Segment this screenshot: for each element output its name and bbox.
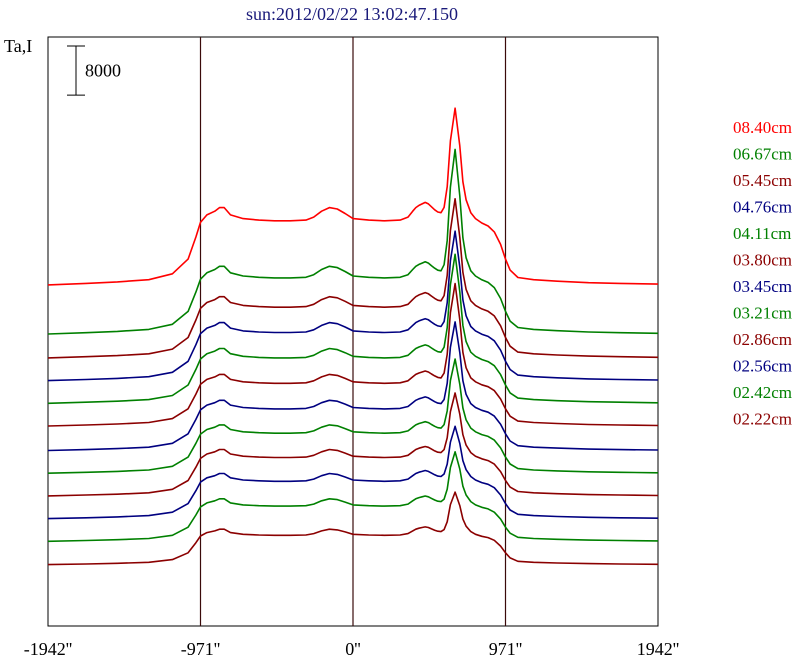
series-line-3 bbox=[47, 230, 659, 382]
x-axis-ticks: -1942'' -971'' 0'' 971'' 1942'' bbox=[24, 639, 679, 659]
legend-item-6: 03.45cm bbox=[733, 277, 792, 296]
scale-bar-label: 8000 bbox=[85, 61, 121, 81]
x-tick-label-3: 971'' bbox=[489, 639, 523, 659]
plot-area: 8000 bbox=[47, 36, 659, 627]
legend-item-5: 03.80cm bbox=[733, 251, 792, 270]
chart-title: sun:2012/02/22 13:02:47.150 bbox=[246, 4, 458, 24]
legend-item-4: 04.11cm bbox=[733, 224, 791, 243]
series-line-2 bbox=[47, 198, 659, 359]
series-line-6 bbox=[47, 321, 659, 452]
y-axis-label: Ta,I bbox=[4, 36, 32, 56]
x-tick-label-4: 1942'' bbox=[637, 639, 680, 659]
legend-item-7: 03.21cm bbox=[733, 304, 792, 323]
series-line-1 bbox=[47, 148, 659, 335]
series-line-7 bbox=[47, 358, 659, 474]
series-line-9 bbox=[47, 425, 659, 520]
legend-item-8: 02.86cm bbox=[733, 330, 792, 349]
legend-item-10: 02.42cm bbox=[733, 383, 792, 402]
legend-item-0: 08.40cm bbox=[733, 118, 792, 137]
series-line-10 bbox=[47, 450, 659, 543]
scale-bar: 8000 bbox=[67, 45, 121, 96]
legend-item-2: 05.45cm bbox=[733, 171, 792, 190]
legend-item-1: 06.67cm bbox=[733, 145, 792, 164]
x-tick-label-0: -1942'' bbox=[24, 639, 72, 659]
series-lines bbox=[47, 107, 659, 566]
legend-item-9: 02.56cm bbox=[733, 357, 792, 376]
series-line-0 bbox=[47, 107, 659, 286]
series-line-8 bbox=[47, 392, 659, 497]
legend: 08.40cm 06.67cm 05.45cm 04.76cm 04.11cm 03.80… bbox=[733, 118, 792, 429]
series-line-4 bbox=[47, 253, 659, 405]
x-tick-label-1: -971'' bbox=[181, 639, 220, 659]
legend-item-11: 02.22cm bbox=[733, 410, 792, 429]
legend-item-3: 04.76cm bbox=[733, 198, 792, 217]
series-line-11 bbox=[47, 491, 659, 566]
x-tick-label-2: 0'' bbox=[345, 639, 361, 659]
series-line-5 bbox=[47, 282, 659, 427]
